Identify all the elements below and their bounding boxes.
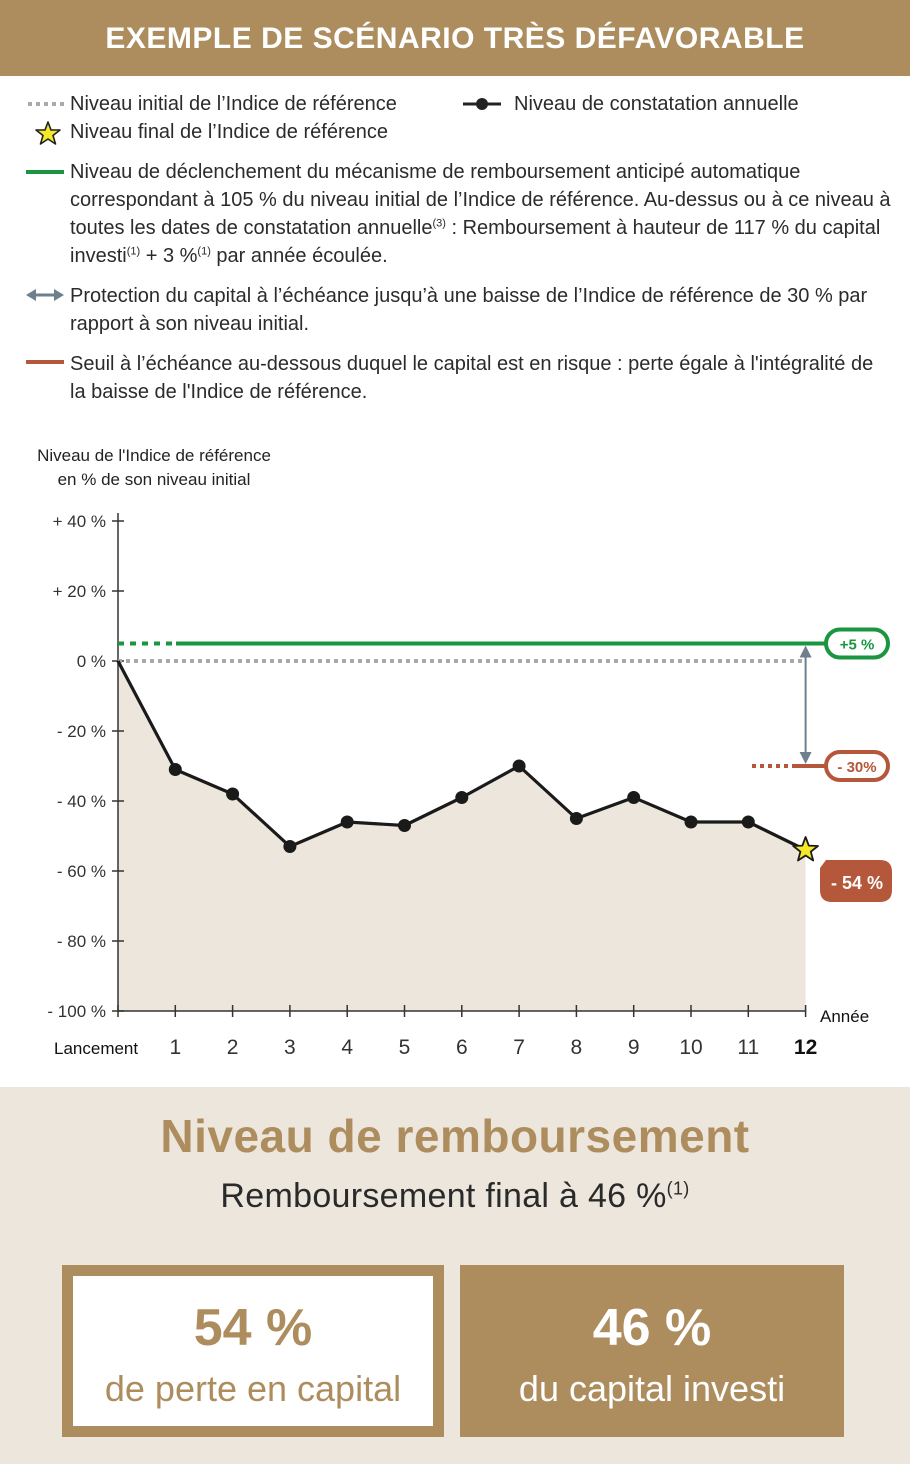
legend-trigger-line2: correspondant à 105 % du niveau initial … — [70, 189, 891, 211]
protection-arrow-up — [799, 645, 812, 658]
y-tick-label: - 100 % — [47, 1002, 106, 1021]
x-tick-label: 12 — [794, 1036, 817, 1059]
legend-protection-line2: rapport à son niveau initial. — [70, 313, 310, 335]
data-point — [684, 815, 698, 829]
y-tick-label: + 20 % — [53, 582, 106, 601]
repayment-subtitle: Remboursement final à 46 %(1) — [220, 1177, 690, 1215]
x-tick-label: 4 — [341, 1036, 353, 1059]
x-tick-label: 9 — [628, 1036, 640, 1059]
legend-trigger-line4: investi(1) + 3 %(1) par année écoulée. — [70, 245, 388, 267]
scenario-banner: EXEMPLE DE SCÉNARIO TRÈS DÉFAVORABLE — [0, 0, 910, 76]
capital-loss-box: 54 % de perte en capital — [62, 1265, 444, 1437]
protection-arrow-down — [799, 752, 812, 764]
y-tick-label: 0 % — [77, 652, 106, 671]
x-start-label: Lancement — [54, 1039, 138, 1058]
y-tick-label: + 40 % — [53, 512, 106, 531]
x-tick-label: 2 — [227, 1036, 239, 1059]
trigger-badge — [824, 627, 890, 660]
y-axis-title-line1: Niveau de l'Indice de référence — [37, 446, 271, 465]
data-point — [741, 815, 755, 829]
data-point — [627, 791, 641, 804]
x-axis-title: Année — [820, 1007, 869, 1026]
final-value-label: - 54 % — [831, 873, 883, 893]
final-level-star — [792, 836, 819, 862]
area-fill — [118, 661, 806, 1011]
x-tick-label: 5 — [399, 1036, 411, 1059]
scenario-title: EXEMPLE DE SCÉNARIO TRÈS DÉFAVORABLE — [105, 22, 805, 55]
risk-badge — [824, 750, 890, 782]
data-point — [512, 759, 526, 773]
risk-label: - 30% — [837, 759, 876, 776]
legend-trigger-line1: Niveau de déclenchement du mécanisme de … — [70, 161, 801, 183]
green-line-icon — [26, 170, 64, 174]
capital-loss-label: de perte en capital — [104, 1368, 402, 1409]
capital-repaid-box: 46 % du capital investi — [460, 1265, 844, 1437]
legend: Niveau initial de l’Indice de référence … — [0, 76, 910, 422]
legend-annual-observation: Niveau de constatation annuelle — [514, 93, 799, 115]
data-point — [283, 840, 297, 853]
capital-repaid-value: 46 % — [592, 1299, 712, 1357]
data-point — [168, 763, 182, 776]
line-dot-icon — [463, 98, 501, 110]
legend-risk-line1: Seuil à l’échéance au-dessous duquel le … — [70, 353, 874, 375]
capital-repaid-label: du capital investi — [518, 1368, 786, 1409]
legend-risk-line2: la baisse de l'Indice de référence. — [70, 381, 368, 403]
y-tick-label: - 20 % — [57, 722, 106, 741]
y-axis-title-line2: en % de son niveau initial — [57, 470, 251, 489]
x-tick-label: 10 — [679, 1036, 702, 1059]
dotted-line-icon — [28, 102, 66, 106]
y-tick-label: - 80 % — [57, 932, 106, 951]
chart-area: Niveau de l'Indice de référence en % de … — [0, 430, 910, 1086]
x-tick-label: 3 — [284, 1036, 296, 1059]
legend-protection-line1: Protection du capital à l’échéance jusqu… — [70, 285, 868, 307]
repayment-title: Niveau de remboursement — [160, 1110, 750, 1162]
x-tick-label: 11 — [737, 1036, 759, 1059]
data-point — [226, 787, 240, 801]
legend-trigger-line3: toutes les dates de constatation annuell… — [70, 217, 881, 239]
data-point — [455, 791, 469, 804]
capital-loss-value: 54 % — [193, 1299, 313, 1357]
legend-final-level: Niveau final de l’Indice de référence — [70, 121, 388, 143]
risk-line-icon — [26, 360, 64, 364]
y-tick-label: - 60 % — [57, 862, 106, 881]
y-tick-label: - 40 % — [57, 792, 106, 811]
x-tick-label: 8 — [571, 1036, 583, 1059]
data-point — [569, 812, 583, 825]
x-tick-label: 1 — [169, 1036, 181, 1059]
final-value-badge — [820, 860, 892, 902]
x-tick-label: 7 — [513, 1036, 525, 1059]
double-arrow-icon — [26, 289, 64, 301]
line-chart: + 40 % + 20 % 0 % - 20 % - 40 % - 60 % - 80 % -… — [47, 512, 892, 1059]
trigger-label: +5 % — [840, 637, 875, 654]
data-point — [340, 815, 354, 829]
legend-initial-level: Niveau initial de l’Indice de référence — [70, 93, 397, 115]
x-tick-label: 6 — [456, 1036, 468, 1059]
data-point — [398, 819, 411, 832]
star-icon — [35, 121, 61, 145]
repayment-summary: Niveau de remboursement Remboursement fi… — [0, 1087, 910, 1464]
